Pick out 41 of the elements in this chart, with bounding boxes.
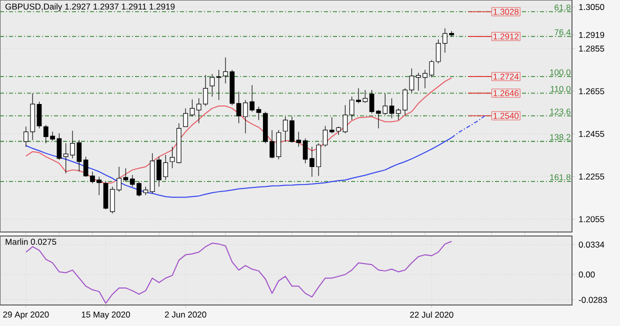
annotation: 61.8 [554,4,570,11]
y-tick-label: 0.00 [578,272,595,278]
candlestick [236,91,242,124]
candlestick [170,146,175,169]
ref-line-label: 1.2540 [494,112,519,119]
candlestick [190,99,195,117]
ref-line-label: 1.2646 [494,90,519,96]
chart-title: Marlin 0.0275 [6,238,56,245]
y-tick-label: 1.2055 [579,216,604,222]
annotation: 161.8 [550,174,570,180]
y-tick-label: 1.2255 [579,174,604,180]
ref-line-label: 1.2724 [494,74,519,80]
annotation: 123.6 [550,108,570,115]
y-tick-label: 1.2855 [579,46,604,52]
annotation: 138.2 [550,134,570,140]
candlestick [389,98,394,119]
candlestick [409,68,414,94]
x-tick-label: 15 May 2020 [82,312,130,320]
chart-title: GBPUSD,Daily 1.2927 1.2937 1.2911 1.2919 [6,3,175,12]
y-tick-label: 1.2655 [579,88,604,94]
candlestick [256,106,262,120]
candlestick [36,101,42,129]
candlestick [56,132,62,160]
y-tick-label: -0.0283 [578,296,607,303]
annotation: 100.0 [550,69,570,76]
annotation: 76.4 [554,29,571,36]
ref-line-label: 1.3028 [494,8,519,15]
y-tick-label: 1.2919 [579,32,604,38]
candlestick [123,168,128,182]
y-tick-label: 0.0334 [578,242,604,248]
y-tick-label: 1.2455 [579,130,604,137]
ref-line-label: 1.2912 [494,33,518,40]
candlestick [210,74,215,97]
candlestick [183,108,188,127]
x-tick-label: 2 Jun 2020 [164,312,206,318]
x-tick-label: 29 Apr 2020 [3,312,49,320]
y-tick-label: 1.3050 [579,4,604,10]
candlestick [322,126,328,147]
annotation: 110.0 [550,86,570,92]
x-tick-label: 22 Jul 2020 [410,312,454,318]
candlestick [302,138,308,164]
